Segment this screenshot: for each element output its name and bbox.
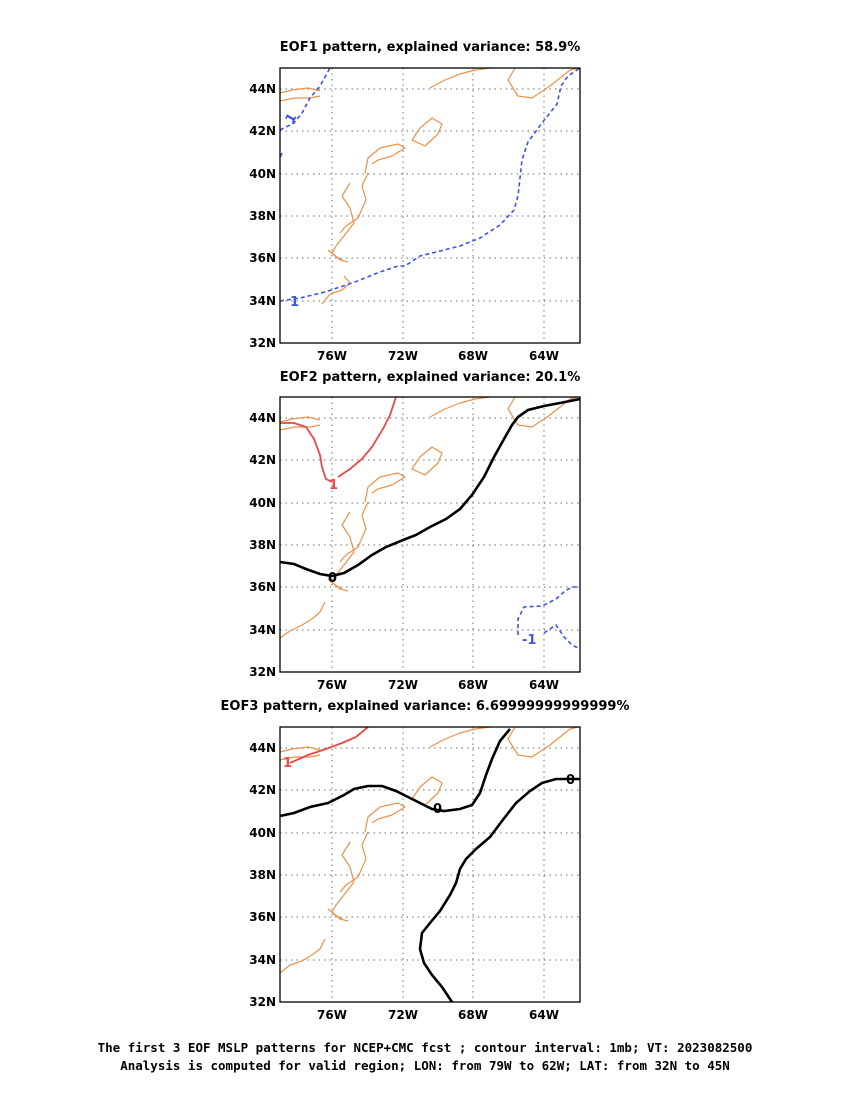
lat-tick-label: 36N — [249, 251, 276, 265]
lat-tick-label: 44N — [249, 411, 276, 425]
lat-tick-label: 36N — [249, 580, 276, 594]
lon-tick-label: 72W — [388, 678, 418, 692]
lat-tick-label: 44N — [249, 82, 276, 96]
lon-tick-label: 72W — [388, 1008, 418, 1022]
lon-tick-label: 72W — [388, 349, 418, 363]
lon-tick-label: 68W — [458, 349, 488, 363]
eof2-panel: EOF2 pattern, explained variance: 20.1% — [249, 370, 581, 692]
lon-tick-label: 76W — [317, 1008, 347, 1022]
eof2-map-frame — [279, 396, 581, 673]
eof1-lat-axis: 32N 34N 36N 38N 40N 42N 44N — [249, 82, 276, 350]
lat-tick-label: 32N — [249, 995, 276, 1009]
lat-tick-label: 40N — [249, 167, 276, 181]
lat-tick-label: 34N — [249, 623, 276, 637]
eof1-panel: EOF1 pattern, explained variance: 58.9% — [249, 40, 581, 363]
eof3-map-frame — [279, 726, 581, 1003]
eof2-title: EOF2 pattern, explained variance: 20.1% — [280, 370, 580, 385]
eof1-lon-axis: 76W 72W 68W 64W — [317, 349, 559, 363]
eof1-coastline — [279, 67, 579, 305]
eof2-lat-axis: 32N 34N 36N 38N 40N 42N 44N — [249, 411, 276, 679]
eof3-lat-axis: 32N 34N 36N 38N 40N 42N 44N — [249, 741, 276, 1009]
lat-tick-label: 40N — [249, 826, 276, 840]
eof1-contour-labels: 1 1 — [283, 111, 301, 310]
lon-tick-label: 64W — [529, 678, 559, 692]
lat-tick-label: 42N — [249, 453, 276, 467]
eof2-gridlines — [280, 397, 580, 672]
eof3-contour-label: 0 — [566, 773, 575, 788]
eof2-coastline — [279, 396, 579, 639]
figure-caption-line-1: The first 3 EOF MSLP patterns for NCEP+C… — [97, 1040, 753, 1055]
eof2-contour-label: 1 — [329, 478, 338, 493]
eof2-contour-label: -1 — [522, 633, 536, 648]
lon-tick-label: 76W — [317, 678, 347, 692]
eof3-gridlines — [280, 727, 580, 1002]
eof1-gridlines — [280, 68, 580, 343]
eof3-contour-label: 1 — [283, 756, 292, 771]
eof3-coastline — [279, 726, 579, 974]
lat-tick-label: 36N — [249, 910, 276, 924]
lat-tick-label: 32N — [249, 665, 276, 679]
lon-tick-label: 76W — [317, 349, 347, 363]
eof1-map-frame — [279, 67, 581, 344]
lat-tick-label: 34N — [249, 953, 276, 967]
lat-tick-label: 42N — [249, 783, 276, 797]
lon-tick-label: 68W — [458, 678, 488, 692]
eof3-contours — [279, 726, 580, 1003]
eof3-lon-axis: 76W 72W 68W 64W — [317, 1008, 559, 1022]
lon-tick-label: 64W — [529, 349, 559, 363]
eof1-contours — [279, 67, 581, 302]
eof1-title: EOF1 pattern, explained variance: 58.9% — [280, 40, 580, 55]
eof1-contour-label: 1 — [283, 111, 301, 126]
lon-tick-label: 64W — [529, 1008, 559, 1022]
lat-tick-label: 42N — [249, 124, 276, 138]
lat-tick-label: 44N — [249, 741, 276, 755]
eof2-contours — [279, 396, 581, 650]
eof3-panel: EOF3 pattern, explained variance: 6.6999… — [221, 699, 630, 1022]
lat-tick-label: 38N — [249, 538, 276, 552]
eof2-contour-label: 0 — [328, 571, 337, 586]
lat-tick-label: 40N — [249, 496, 276, 510]
eof3-title: EOF3 pattern, explained variance: 6.6999… — [221, 699, 630, 714]
eof3-contour-labels: 1 0 0 — [283, 756, 575, 817]
lon-tick-label: 68W — [458, 1008, 488, 1022]
eof1-contour-label: 1 — [290, 295, 299, 310]
eof3-contour-label: 0 — [433, 802, 442, 817]
eof2-lon-axis: 76W 72W 68W 64W — [317, 678, 559, 692]
lat-tick-label: 34N — [249, 294, 276, 308]
lat-tick-label: 32N — [249, 336, 276, 350]
lat-tick-label: 38N — [249, 209, 276, 223]
figure-caption-line-2: Analysis is computed for valid region; L… — [120, 1058, 730, 1073]
eof2-contour-labels: 1 0 -1 — [328, 478, 536, 648]
lat-tick-label: 38N — [249, 868, 276, 882]
